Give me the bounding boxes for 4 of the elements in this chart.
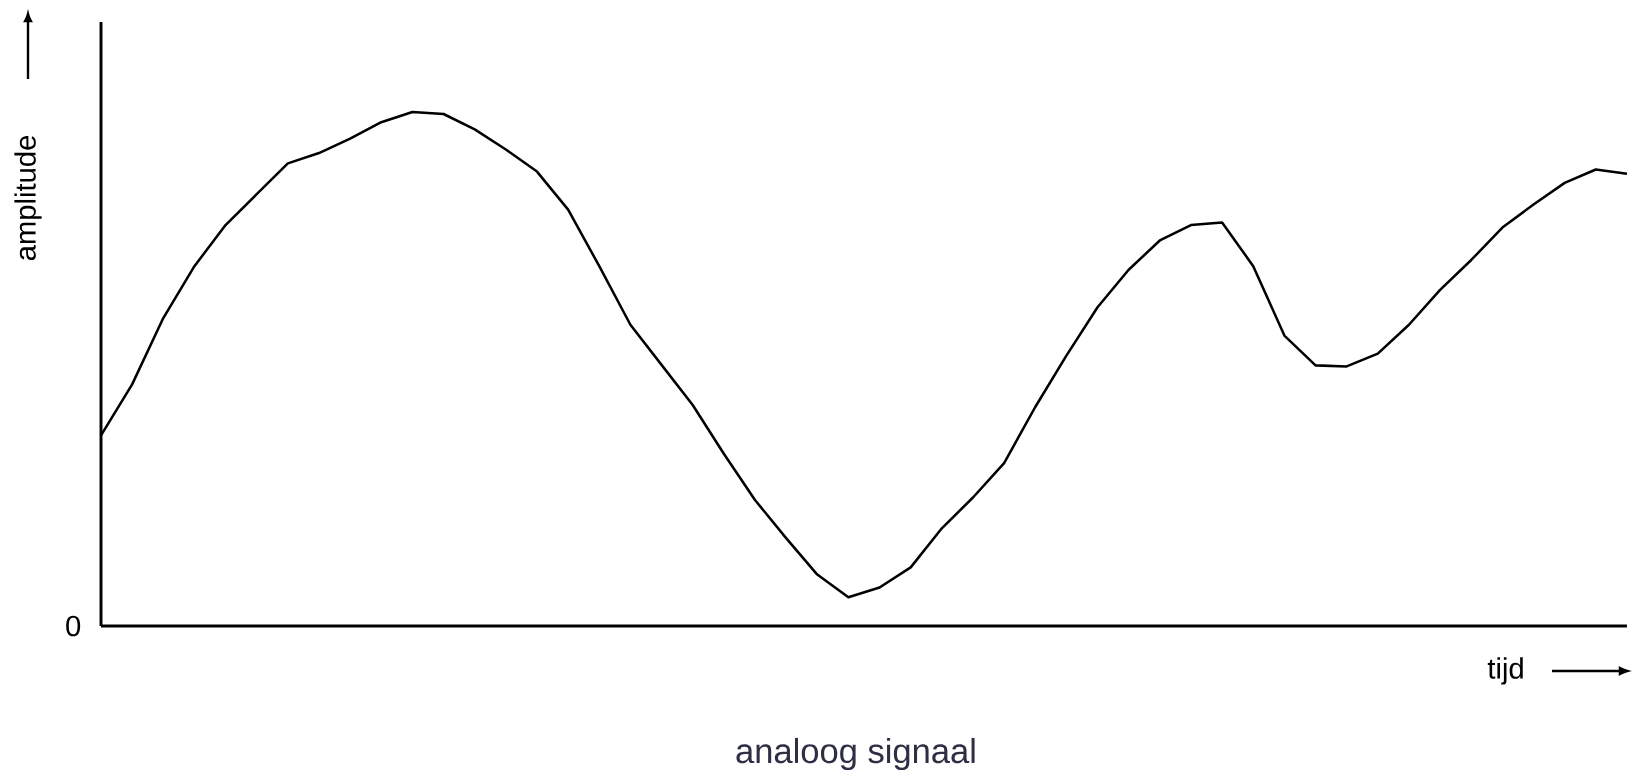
- text: analoog signaal: [736, 737, 975, 771]
- x-axis-title: tijd: [1487, 657, 1523, 685]
- y-axis-title: amplitude: [14, 135, 42, 261]
- text: 0: [66, 615, 81, 637]
